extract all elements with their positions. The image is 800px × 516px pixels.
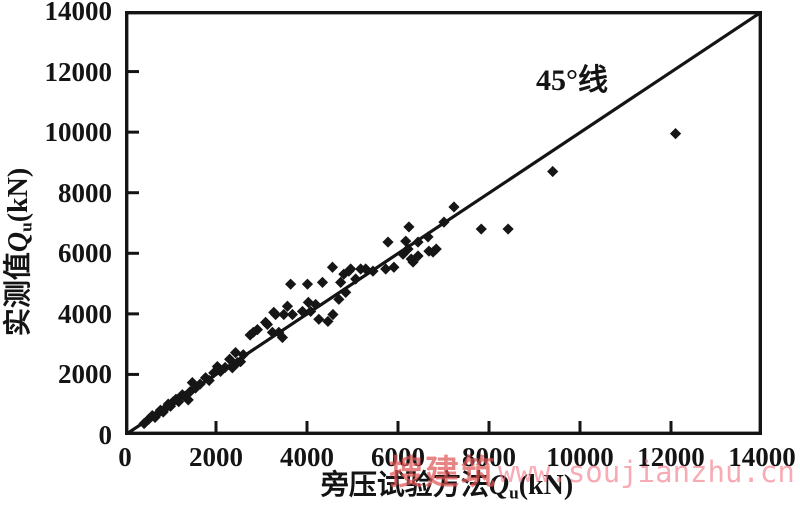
data-point (203, 374, 215, 387)
data-point (229, 347, 242, 359)
data-point (270, 308, 282, 321)
data-point (276, 331, 289, 344)
data-point (412, 236, 424, 248)
scatter-plot-area (125, 11, 762, 435)
data-point (448, 201, 460, 213)
data-point (327, 308, 339, 321)
data-point (380, 263, 392, 275)
x-axis-label: 旁压试验方法Qu(kN) (321, 472, 573, 502)
data-point (340, 286, 352, 298)
y-tick-label: 0 (98, 420, 113, 450)
x-axis-label-sub: u (509, 483, 519, 503)
data-point (281, 300, 294, 312)
data-point (152, 408, 164, 420)
x-axis-label-text: 旁压试验方法 (320, 470, 489, 501)
data-point (199, 372, 212, 384)
plot-frame (125, 11, 762, 435)
data-point (502, 223, 514, 235)
data-point (211, 360, 223, 373)
data-point (322, 315, 334, 328)
data-point (237, 349, 249, 361)
data-point (427, 246, 439, 258)
x-axis-label-unit: (kN) (518, 470, 574, 501)
x-tick-label: 12000 (637, 442, 705, 472)
data-point (403, 221, 415, 233)
data-point (143, 413, 155, 425)
data-point (173, 396, 185, 408)
y-tick-label: 12000 (44, 56, 113, 87)
data-point (475, 223, 487, 235)
x-tick-label: 4000 (280, 442, 334, 472)
y-tick-label: 8000 (58, 177, 112, 208)
data-point (422, 231, 434, 243)
y-tick-label: 14000 (44, 0, 113, 26)
data-point (301, 278, 314, 290)
data-point (296, 305, 309, 318)
x-tick-label: 6000 (371, 442, 425, 472)
data-point (388, 261, 400, 273)
data-point (179, 390, 191, 402)
data-point (184, 386, 196, 398)
x-tick-label: 0 (118, 442, 132, 472)
data-point (194, 378, 206, 390)
y-tick-label: 10000 (44, 117, 113, 148)
data-point (382, 236, 394, 248)
data-point (402, 243, 414, 255)
data-point (316, 276, 329, 288)
data-point (226, 362, 238, 374)
data-point (669, 128, 682, 140)
data-point (350, 273, 362, 285)
x-tick-label: 2000 (189, 442, 243, 472)
reference-line-annotation: 45°线 (536, 64, 608, 97)
data-point (438, 216, 450, 228)
data-point (149, 411, 161, 424)
y-tick-label: 2000 (58, 359, 112, 390)
data-point (219, 361, 231, 374)
data-point (313, 313, 325, 325)
data-point (182, 394, 194, 406)
y-tick-label: 6000 (58, 238, 112, 269)
data-point (326, 261, 339, 273)
data-point (214, 365, 227, 377)
data-point (138, 417, 150, 430)
y-axis-label-sub: u (16, 222, 36, 232)
data-point (286, 308, 299, 321)
data-point (278, 308, 290, 321)
data-point (412, 250, 424, 262)
data-point (400, 235, 412, 247)
data-point (251, 324, 264, 336)
y-tick-label: 4000 (58, 298, 112, 329)
data-point (285, 278, 297, 290)
x-tick-label: 14000 (728, 442, 796, 472)
data-point (430, 243, 442, 255)
data-point (547, 165, 559, 178)
x-axis-label-var: Q (488, 470, 510, 501)
x-tick-label: 10000 (546, 442, 614, 472)
x-tick-label: 8000 (462, 442, 516, 472)
